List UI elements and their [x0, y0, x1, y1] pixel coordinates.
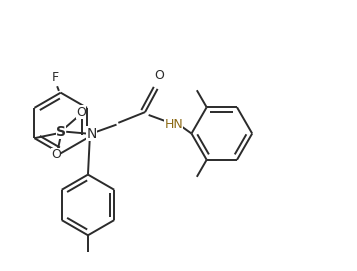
Text: O: O [155, 69, 164, 82]
Text: HN: HN [164, 118, 183, 131]
Text: F: F [52, 71, 59, 84]
Text: O: O [76, 106, 86, 119]
Text: N: N [86, 127, 97, 141]
Text: O: O [51, 149, 61, 162]
Text: S: S [56, 125, 66, 139]
